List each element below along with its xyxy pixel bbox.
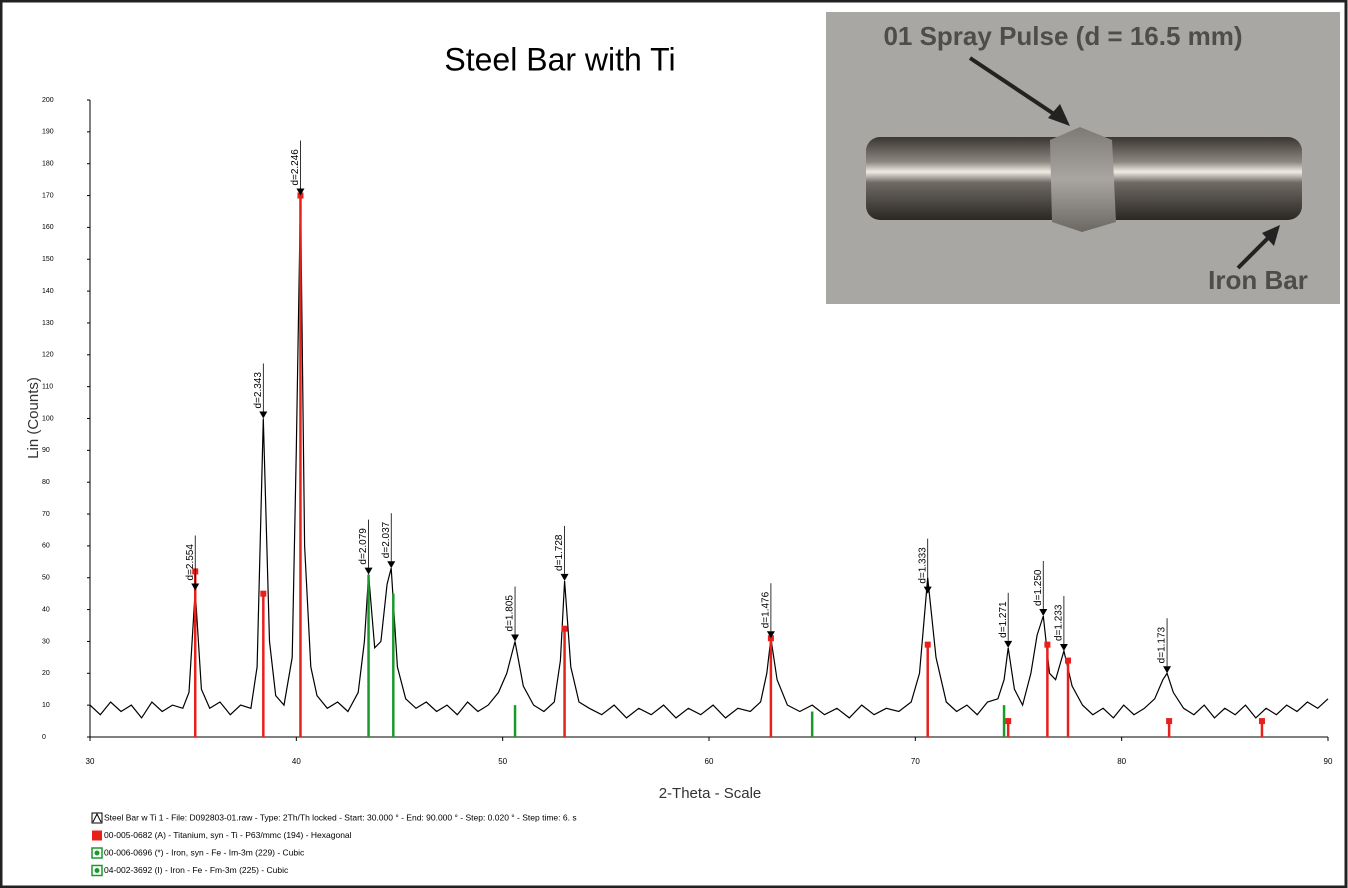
y-tick-label: 160 xyxy=(42,224,54,231)
y-tick-label: 60 xyxy=(42,543,50,550)
y-tick-label: 140 xyxy=(42,288,54,295)
stick-marker xyxy=(1065,658,1071,664)
legend-entry: Steel Bar w Ti 1 - File: D092803-01.raw … xyxy=(104,812,577,822)
y-tick-label: 0 xyxy=(42,734,46,741)
legend-icon xyxy=(92,831,102,841)
stick-marker xyxy=(260,591,266,597)
stick-marker xyxy=(562,626,568,632)
x-tick-label: 50 xyxy=(498,757,507,766)
peak-label: d=1.333 xyxy=(917,547,928,584)
x-tick-label: 30 xyxy=(86,757,95,766)
peak-label: d=1.271 xyxy=(998,601,1009,638)
stick-marker xyxy=(1259,718,1265,724)
inset-label: Iron Bar xyxy=(1208,265,1308,295)
y-tick-label: 200 xyxy=(42,97,54,104)
y-axis-label: Lin (Counts) xyxy=(25,377,42,459)
spray-collar xyxy=(1050,127,1116,232)
y-tick-label: 120 xyxy=(42,352,54,359)
photo-inset: 01 Spray Pulse (d = 16.5 mm) Iron Bar xyxy=(826,12,1340,304)
peak-label: d=1.250 xyxy=(1033,569,1044,606)
x-axis-label: 2-Theta - Scale xyxy=(659,785,762,802)
stick-marker xyxy=(1044,642,1050,648)
stick-marker xyxy=(1005,718,1011,724)
x-tick-label: 60 xyxy=(705,757,714,766)
peak-label: d=1.805 xyxy=(505,595,516,632)
y-tick-label: 10 xyxy=(42,702,50,709)
chart-title: Steel Bar with Ti xyxy=(444,41,675,77)
peak-label: d=1.476 xyxy=(761,591,772,628)
y-tick-label: 40 xyxy=(42,606,50,613)
chart: Steel Bar with Ti 2-Theta - Scale Lin (C… xyxy=(0,0,1348,888)
y-tick-label: 190 xyxy=(42,129,54,136)
stick-marker xyxy=(925,642,931,648)
y-tick-label: 100 xyxy=(42,415,54,422)
peak-label: d=2.246 xyxy=(290,149,301,186)
y-tick-label: 30 xyxy=(42,638,50,645)
peak-label: d=1.728 xyxy=(554,534,565,571)
peak-label: d=2.079 xyxy=(358,528,369,565)
peak-label: d=2.037 xyxy=(381,521,392,558)
peak-label: d=2.554 xyxy=(185,544,196,581)
y-tick-label: 80 xyxy=(42,479,50,486)
y-tick-label: 90 xyxy=(42,447,50,454)
stick-marker xyxy=(1166,718,1172,724)
y-tick-label: 50 xyxy=(42,575,50,582)
inset-caption: 01 Spray Pulse (d = 16.5 mm) xyxy=(883,21,1242,51)
peak-label: d=2.343 xyxy=(253,372,264,409)
legend-icon-dot xyxy=(95,868,100,873)
legend-icon-dot xyxy=(95,851,100,856)
y-tick-label: 180 xyxy=(42,161,54,168)
legend-entry: 00-006-0696 (*) - Iron, syn - Fe - Im-3m… xyxy=(104,847,305,857)
peak-label: d=1.233 xyxy=(1054,604,1065,641)
y-tick-label: 70 xyxy=(42,511,50,518)
y-tick-label: 110 xyxy=(42,383,53,390)
y-tick-label: 170 xyxy=(42,192,54,199)
x-tick-label: 40 xyxy=(292,757,301,766)
x-tick-label: 80 xyxy=(1117,757,1126,766)
peak-label: d=1.173 xyxy=(1157,626,1168,663)
y-tick-label: 20 xyxy=(42,670,50,677)
legend-entry: 04-002-3692 (I) - Iron - Fe - Fm-3m (225… xyxy=(104,865,289,875)
legend-entry: 00-005-0682 (A) - Titanium, syn - Ti - P… xyxy=(104,830,352,840)
x-tick-label: 70 xyxy=(911,757,920,766)
y-tick-label: 150 xyxy=(42,256,54,263)
x-tick-label: 90 xyxy=(1324,757,1333,766)
y-tick-label: 130 xyxy=(42,320,54,327)
